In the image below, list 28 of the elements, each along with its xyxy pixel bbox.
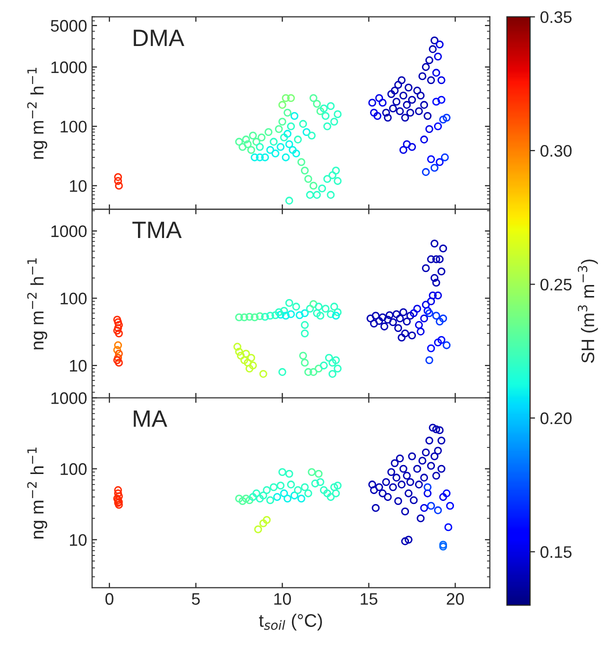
color-bar-label: 0.25 <box>540 278 572 290</box>
x-tick-label: 15 <box>360 593 378 605</box>
y-tick-label: 10 <box>70 360 87 372</box>
y-tick-label: 1000 <box>51 225 87 238</box>
annotation: TMA <box>132 222 182 238</box>
y-tick-label: 5000 <box>50 20 87 32</box>
y-axis-title: ng m$^{−2}$ h$^{−1}$ <box>27 68 48 159</box>
x-tick-label: 0 <box>105 593 114 605</box>
color-bar-title: SH (m$^{3}$ m$^{−3}$) <box>578 260 598 363</box>
y-tick-label: 10 <box>70 180 87 192</box>
y-tick-label: 1000 <box>51 61 87 74</box>
y-axis-title: ng m$^{−2}$ h$^{−1}$ <box>27 258 48 350</box>
y-tick-label: 100 <box>60 463 87 475</box>
color-bar-label: 0.20 <box>540 412 572 424</box>
annotation: DMA <box>134 30 184 46</box>
annotation: MA <box>134 410 168 427</box>
x-tick-label: 5 <box>192 593 200 605</box>
y-tick-label: 1000 <box>51 392 87 404</box>
color-bar-label: 0.15 <box>540 546 572 558</box>
y-tick-label: 100 <box>60 292 87 304</box>
x-tick-label: 10 <box>274 593 291 605</box>
y-tick-label: 10 <box>70 534 87 546</box>
color-bar-label: 0.35 <box>540 11 572 24</box>
color-bar-label: 0.30 <box>540 144 572 157</box>
x-axis-title: t$_{soil}$ (°C) <box>259 614 322 631</box>
y-axis-title: ng m$^{−2}$ h$^{−1}$ <box>27 448 48 539</box>
x-tick-label: 20 <box>446 593 464 605</box>
y-tick-label: 100 <box>60 120 87 133</box>
